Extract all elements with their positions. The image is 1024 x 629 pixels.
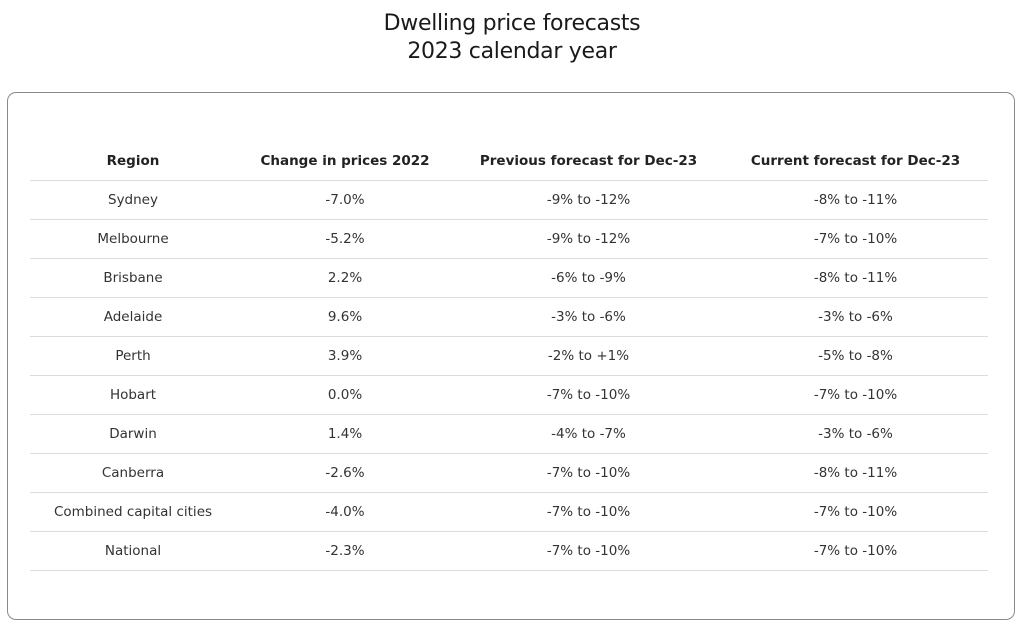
cell-current-forecast: -7% to -10% — [723, 492, 988, 532]
column-header-current-forecast: Current forecast for Dec-23 — [723, 141, 988, 181]
table-row: National -2.3% -7% to -10% -7% to -10% — [30, 531, 988, 571]
cell-change-2022: 0.0% — [236, 375, 454, 415]
cell-previous-forecast: -7% to -10% — [454, 375, 723, 415]
cell-previous-forecast: -3% to -6% — [454, 297, 723, 337]
cell-current-forecast: -3% to -6% — [723, 414, 988, 454]
chart-title-line-1: Dwelling price forecasts — [383, 11, 641, 36]
cell-change-2022: -7.0% — [236, 180, 454, 220]
table-row: Melbourne -5.2% -9% to -12% -7% to -10% — [30, 219, 988, 259]
cell-change-2022: 2.2% — [236, 258, 454, 298]
table-row: Canberra -2.6% -7% to -10% -8% to -11% — [30, 453, 988, 493]
table-row: Darwin 1.4% -4% to -7% -3% to -6% — [30, 414, 988, 454]
cell-change-2022: 3.9% — [236, 336, 454, 376]
cell-current-forecast: -7% to -10% — [723, 219, 988, 259]
cell-current-forecast: -7% to -10% — [723, 531, 988, 571]
table-row: Brisbane 2.2% -6% to -9% -8% to -11% — [30, 258, 988, 298]
cell-region: Perth — [30, 336, 236, 376]
cell-region: Combined capital cities — [30, 492, 236, 532]
table-row: Sydney -7.0% -9% to -12% -8% to -11% — [30, 180, 988, 220]
chart-title-line-2: 2023 calendar year — [407, 39, 617, 64]
table-row: Adelaide 9.6% -3% to -6% -3% to -6% — [30, 297, 988, 337]
table-row: Combined capital cities -4.0% -7% to -10% -… — [30, 492, 988, 532]
cell-current-forecast: -3% to -6% — [723, 297, 988, 337]
cell-change-2022: -5.2% — [236, 219, 454, 259]
cell-change-2022: -2.3% — [236, 531, 454, 571]
cell-region: Darwin — [30, 414, 236, 454]
cell-change-2022: 9.6% — [236, 297, 454, 337]
column-header-previous-forecast: Previous forecast for Dec-23 — [454, 141, 723, 181]
cell-region: Melbourne — [30, 219, 236, 259]
cell-previous-forecast: -7% to -10% — [454, 453, 723, 493]
cell-previous-forecast: -7% to -10% — [454, 531, 723, 571]
cell-region: Sydney — [30, 180, 236, 220]
cell-current-forecast: -8% to -11% — [723, 180, 988, 220]
cell-change-2022: 1.4% — [236, 414, 454, 454]
column-header-region: Region — [30, 141, 236, 181]
cell-change-2022: -2.6% — [236, 453, 454, 493]
table-row: Hobart 0.0% -7% to -10% -7% to -10% — [30, 375, 988, 415]
column-header-change-2022: Change in prices 2022 — [236, 141, 454, 181]
cell-current-forecast: -7% to -10% — [723, 375, 988, 415]
table-header-row: Region Change in prices 2022 Previous fo… — [30, 141, 988, 181]
table-row: Perth 3.9% -2% to +1% -5% to -8% — [30, 336, 988, 376]
cell-previous-forecast: -4% to -7% — [454, 414, 723, 454]
cell-previous-forecast: -6% to -9% — [454, 258, 723, 298]
cell-region: Brisbane — [30, 258, 236, 298]
cell-region: Hobart — [30, 375, 236, 415]
cell-region: Adelaide — [30, 297, 236, 337]
cell-previous-forecast: -9% to -12% — [454, 219, 723, 259]
cell-previous-forecast: -7% to -10% — [454, 492, 723, 532]
table-body: Sydney -7.0% -9% to -12% -8% to -11% Melbour… — [30, 180, 988, 571]
cell-change-2022: -4.0% — [236, 492, 454, 532]
forecast-table: Region Change in prices 2022 Previous fo… — [30, 141, 988, 571]
cell-region: National — [30, 531, 236, 571]
cell-current-forecast: -5% to -8% — [723, 336, 988, 376]
cell-current-forecast: -8% to -11% — [723, 258, 988, 298]
cell-previous-forecast: -9% to -12% — [454, 180, 723, 220]
cell-current-forecast: -8% to -11% — [723, 453, 988, 493]
cell-region: Canberra — [30, 453, 236, 493]
cell-previous-forecast: -2% to +1% — [454, 336, 723, 376]
